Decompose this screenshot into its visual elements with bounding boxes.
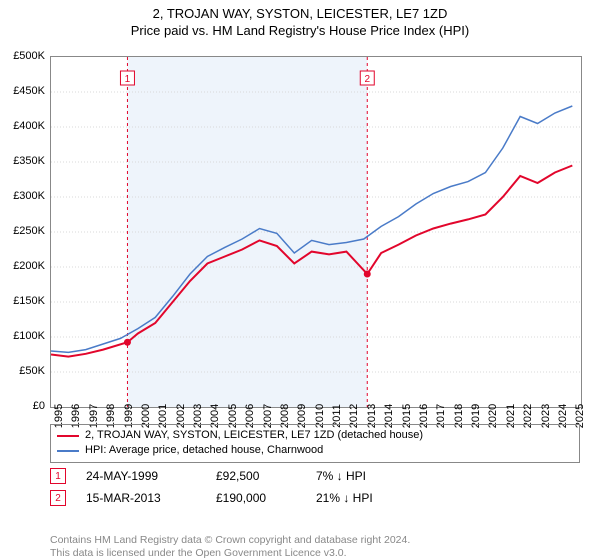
legend-line-2	[57, 450, 79, 452]
events-table: 1 24-MAY-1999 £92,500 7% ↓ HPI 2 15-MAR-…	[50, 462, 580, 506]
event-marker-1: 1	[50, 468, 66, 484]
plot-area: 12	[50, 56, 582, 408]
svg-text:2: 2	[364, 74, 370, 85]
y-tick: £250K	[0, 225, 45, 237]
event-price-1: £92,500	[216, 469, 296, 483]
event-diff-2: 21% ↓ HPI	[316, 491, 426, 505]
legend-line-1	[57, 435, 79, 437]
chart-svg: 12	[51, 57, 581, 407]
y-tick: £150K	[0, 295, 45, 307]
title-line2: Price paid vs. HM Land Registry's House …	[0, 23, 600, 38]
event-date-1: 24-MAY-1999	[86, 469, 196, 483]
event-price-2: £190,000	[216, 491, 296, 505]
y-tick: £350K	[0, 155, 45, 167]
y-tick: £300K	[0, 190, 45, 202]
event-date-2: 15-MAR-2013	[86, 491, 196, 505]
y-tick: £50K	[0, 365, 45, 377]
y-tick: £0	[0, 400, 45, 412]
legend: 2, TROJAN WAY, SYSTON, LEICESTER, LE7 1Z…	[50, 424, 580, 463]
legend-label-1: 2, TROJAN WAY, SYSTON, LEICESTER, LE7 1Z…	[85, 428, 423, 443]
title-line1: 2, TROJAN WAY, SYSTON, LEICESTER, LE7 1Z…	[0, 6, 600, 21]
y-tick: £200K	[0, 260, 45, 272]
legend-row-2: HPI: Average price, detached house, Char…	[57, 443, 573, 458]
y-tick: £100K	[0, 330, 45, 342]
y-tick: £450K	[0, 85, 45, 97]
svg-text:1: 1	[125, 74, 131, 85]
license-line-2: This data is licensed under the Open Gov…	[50, 547, 580, 560]
license-text: Contains HM Land Registry data © Crown c…	[50, 534, 580, 560]
y-tick: £500K	[0, 50, 45, 62]
legend-label-2: HPI: Average price, detached house, Char…	[85, 443, 323, 458]
license-line-1: Contains HM Land Registry data © Crown c…	[50, 534, 580, 547]
event-row-1: 1 24-MAY-1999 £92,500 7% ↓ HPI	[50, 468, 580, 484]
y-tick: £400K	[0, 120, 45, 132]
chart: 12 £0£50K£100K£150K£200K£250K£300K£350K£…	[50, 56, 580, 406]
event-marker-2: 2	[50, 490, 66, 506]
event-row-2: 2 15-MAR-2013 £190,000 21% ↓ HPI	[50, 490, 580, 506]
event-diff-1: 7% ↓ HPI	[316, 469, 426, 483]
legend-row-1: 2, TROJAN WAY, SYSTON, LEICESTER, LE7 1Z…	[57, 428, 573, 443]
